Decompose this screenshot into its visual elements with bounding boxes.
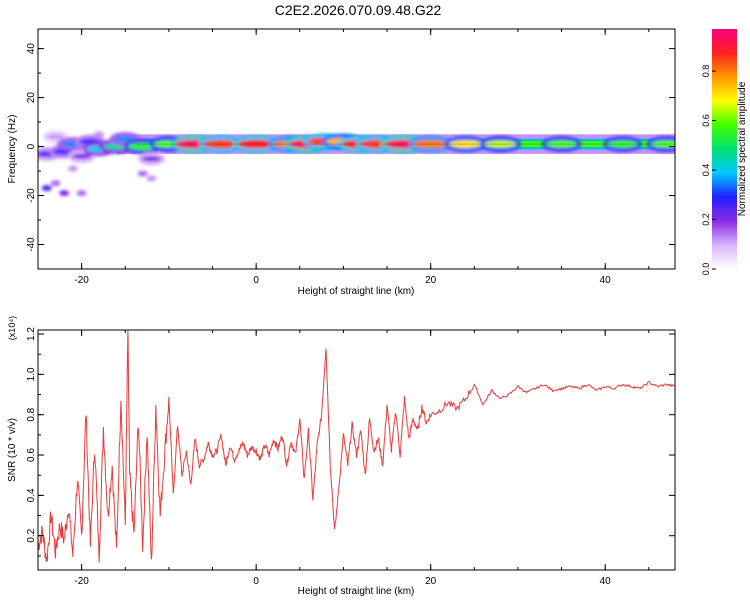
snr-ytick-label: 1.0 <box>26 367 37 381</box>
colorbar-tick-label: 0.8 <box>701 65 711 78</box>
snr-frame <box>37 329 676 571</box>
colorbar-tick-label: 0.6 <box>701 114 711 127</box>
spectrogram-panel: -20 0 20 40 -40 -20 0 20 40 Height of straight l… <box>7 28 676 297</box>
spectrogram-ytick-label: -20 <box>26 188 37 203</box>
outlier-blob <box>67 165 78 172</box>
colorbar-tick-label: 0.0 <box>701 263 711 276</box>
spectrogram-xlabel: Height of straight line (km) <box>298 286 415 297</box>
snr-panel: -20 0 20 40 0.2 0.4 0.6 0.8 1.0 1.2 Height of str… <box>7 316 676 597</box>
snr-xlabel: Height of straight line (km) <box>298 586 415 597</box>
spectrogram-xtick-label: 40 <box>600 275 612 286</box>
spectrogram-ytick-label: -40 <box>26 237 37 252</box>
outlier-blob <box>76 190 87 197</box>
colorbar-tick-label: 0.4 <box>701 164 711 177</box>
spectrogram-hotspots <box>38 130 675 197</box>
spectrogram-ytick-label: 40 <box>26 43 37 55</box>
outlier-blob <box>50 180 61 187</box>
spectrogram-xtick-label: -20 <box>74 275 89 286</box>
spectrogram-ytick-label: 20 <box>26 92 37 104</box>
outlier-blob <box>146 175 157 182</box>
hotspot <box>141 156 162 162</box>
snr-ytick-label: 0.8 <box>26 407 37 421</box>
snr-xtick-label: 20 <box>425 576 437 587</box>
spectrogram-xtick-label: 20 <box>425 275 437 286</box>
outlier-blob <box>137 170 148 177</box>
snr-ticks: -20 0 20 40 0.2 0.4 0.6 0.8 1.0 1.2 <box>26 327 675 587</box>
spectrogram-ylabel: Frequency (Hz) <box>7 115 18 184</box>
snr-xtick-label: -20 <box>74 576 89 587</box>
spectrogram-ticks: -20 0 20 40 -40 -20 0 20 40 <box>26 29 675 286</box>
snr-xtick-label: 0 <box>253 576 259 587</box>
colorbar-ticks: 0.0 0.2 0.4 0.6 0.8 <box>701 65 716 275</box>
snr-ytick-label: 0.6 <box>26 448 37 462</box>
colorbar: 0.0 0.2 0.4 0.6 0.8 Normalized spectral ampl… <box>701 29 748 275</box>
spectrogram-frame <box>37 28 676 270</box>
spectrogram-xtick-label: 0 <box>253 275 259 286</box>
spectrogram-marks <box>38 130 675 197</box>
snr-ytick-label: 0.2 <box>26 528 37 542</box>
snr-ytick-label: 1.2 <box>26 327 37 341</box>
colorbar-label: Normalized spectral amplitude <box>737 81 748 216</box>
figure-title: C2E2.2026.070.09.48.G22 <box>275 2 442 18</box>
snr-xtick-label: 40 <box>600 576 612 587</box>
snr-series-line <box>38 330 675 563</box>
snr-ylabel: SNR (10 * v/v) <box>7 418 18 482</box>
colorbar-tick-label: 0.2 <box>701 213 711 226</box>
snr-ytick-label: 0.4 <box>26 488 37 502</box>
spectrogram-ytick-label: 0 <box>26 143 37 149</box>
outlier-blob <box>94 131 105 138</box>
hotspot <box>71 153 92 160</box>
snr-scale-label: (x10⁴) <box>7 316 17 340</box>
outlier-blob <box>41 185 52 192</box>
hotspot <box>46 134 65 140</box>
colorbar-gradient <box>712 29 737 269</box>
outlier-blob <box>59 190 70 197</box>
